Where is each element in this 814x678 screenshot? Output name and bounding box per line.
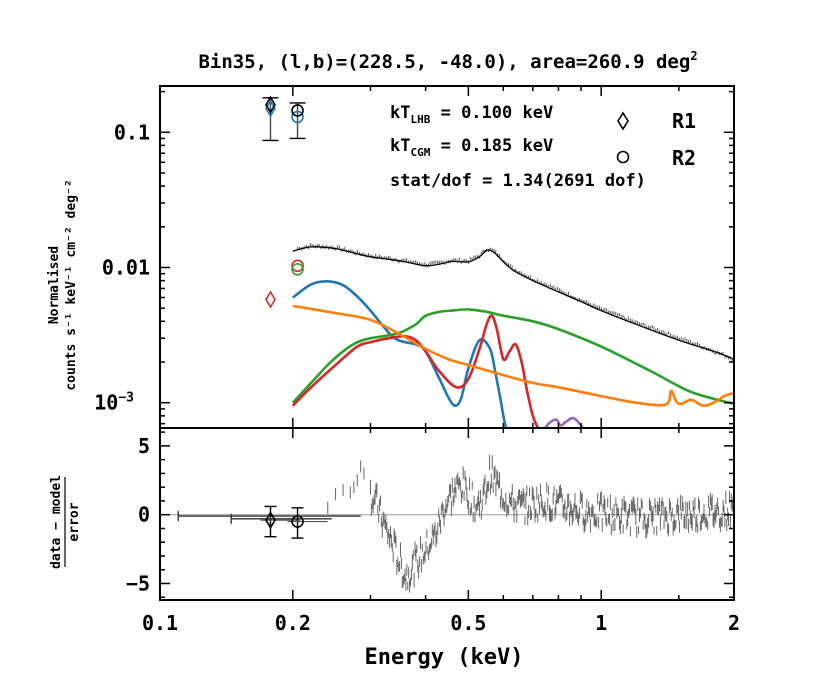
point-r2-red [291, 259, 304, 273]
series-data-points [297, 243, 734, 362]
series-line-lhb [292, 279, 508, 428]
resid-y-tick-label: 0 [138, 503, 150, 527]
resid-y-tick-label: −5 [126, 571, 150, 595]
axes: 0.1 0.2 0.5 1 2 0.1 0.01 10−35 0 −5 [94, 86, 740, 635]
kt-lhb-label: kTLHB = 0.100 keV [390, 103, 553, 126]
ylabel-top-text: data − model [49, 475, 64, 569]
legend: R1 R2 [616, 109, 696, 170]
point-r1-red [265, 290, 276, 309]
residual-r2 [291, 515, 304, 528]
x-tick-label: 0.5 [450, 611, 486, 635]
legend-label-r1: R1 [672, 109, 696, 133]
x-tick-label: 2 [728, 611, 740, 635]
y-tick-label: 0.1 [114, 120, 150, 144]
residual-r1 [265, 511, 276, 530]
point-r1-model [265, 95, 276, 114]
x-axis-label: Energy (keV) [365, 645, 524, 670]
chart-title: Bin35, (l,b)=(228.5, -48.0), area=260.9 … [198, 49, 697, 73]
residual-points [327, 454, 734, 593]
kt-cgm-label: kTCGM = 0.185 keV [390, 136, 553, 159]
series-line-model-total [292, 246, 734, 360]
bottom-panel-frame [159, 427, 735, 601]
y-tick-label: 0.01 [102, 256, 150, 280]
series-line-cgm+red [291, 314, 540, 428]
y-tick-label: 10−3 [94, 391, 134, 415]
point-r2-green [291, 262, 304, 276]
series-line-cgm [291, 308, 734, 406]
ylabel-line1: Normalised [47, 246, 62, 324]
ylabel-bottom-text: error [67, 502, 82, 541]
series-line-purple [543, 416, 585, 428]
point-r2-model [291, 104, 304, 117]
series-line-orange [292, 304, 734, 408]
legend-label-r2: R2 [672, 146, 696, 170]
ylabel-line2: counts s⁻¹ keV⁻¹ cm⁻² deg⁻² [64, 179, 79, 390]
x-tick-label: 0.2 [275, 611, 311, 635]
resid-y-tick-label: 5 [138, 434, 150, 458]
legend-diamond-marker [617, 111, 629, 131]
bottom-panel-plot [160, 454, 734, 593]
top-ylabel: Normalised counts s⁻¹ keV⁻¹ cm⁻² deg⁻² [47, 179, 79, 390]
bottom-ylabel: data − model error [49, 475, 82, 569]
stat-dof-label: stat/dof = 1.34(2691 dof) [390, 171, 646, 191]
x-tick-label: 1 [595, 611, 607, 635]
x-tick-label: 0.1 [142, 611, 178, 635]
top-panel-plot [262, 95, 734, 428]
point-r2 [291, 110, 304, 124]
legend-circle-marker [616, 150, 630, 164]
